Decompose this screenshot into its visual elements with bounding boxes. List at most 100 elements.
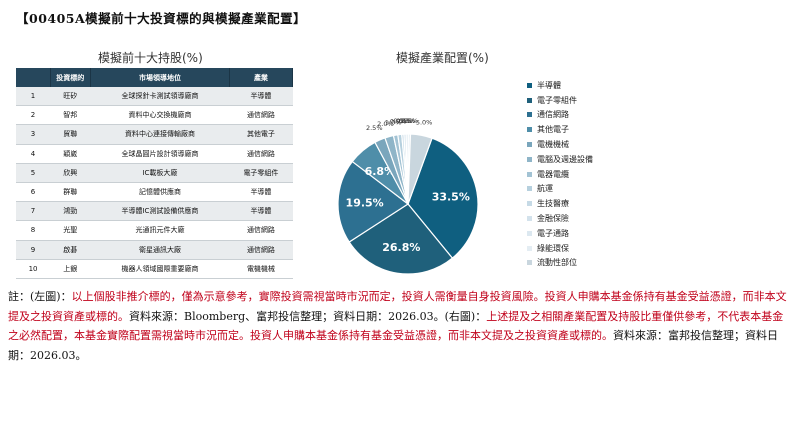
pie-slice-label-10: 0.5% — [399, 117, 416, 125]
table-header-row: 投資標的 市場領導地位 產業 — [16, 68, 294, 87]
legend-label: 流動性部位 — [537, 258, 577, 268]
pie-slice-label-0: 33.5% — [432, 191, 470, 204]
cell-market-position: 半導體IC測試設備供應商 — [90, 201, 230, 222]
pie-slice-label-3: 6.8% — [365, 165, 396, 178]
cell-rank: 4 — [16, 144, 51, 164]
notes-source-2: 資料來源：富邦投信整理；資料日期：2026.03。 — [8, 329, 778, 362]
holdings-table: 投資標的 市場領導地位 產業 1 旺矽 全球探針卡測試領導廠商 半導體 2 智邦 資料中心交… — [16, 68, 294, 279]
cell-holding: 上銀 — [50, 259, 91, 279]
legend-label: 電腦及週邊設備 — [537, 154, 593, 164]
cell-rank: 2 — [16, 105, 51, 126]
pie-slice-label-5: 2.0% — [377, 120, 394, 128]
legend-item: 流動性部位 — [527, 256, 593, 271]
cell-holding: 群聯 — [50, 182, 91, 203]
cell-industry: 電子零組件 — [229, 163, 293, 183]
cell-industry: 通信網路 — [229, 105, 293, 126]
legend-swatch — [527, 216, 532, 222]
legend-item: 電子零組件 — [527, 93, 593, 108]
table-row: 5 欣興 IC載板大廠 電子零組件 — [16, 163, 293, 183]
cell-holding: 智邦 — [50, 105, 91, 126]
cell-holding: 啟碁 — [50, 240, 91, 260]
pie-slice-label-8: 0.5% — [394, 117, 411, 125]
cell-industry: 半導體 — [229, 182, 293, 203]
legend-item: 半導體 — [527, 78, 593, 93]
header-industry: 產業 — [229, 68, 294, 87]
legend-label: 綠能環保 — [537, 243, 569, 253]
cell-market-position: 光通訊元件大廠 — [90, 220, 230, 241]
legend-item: 綠能環保 — [527, 241, 593, 256]
pie-slice-label-9: 0.5% — [396, 117, 413, 125]
legend-label: 電子通路 — [537, 228, 569, 238]
legend-item: 電機機械 — [527, 137, 593, 152]
legend-label: 航運 — [537, 184, 553, 194]
cell-industry: 通信網路 — [229, 144, 293, 164]
legend-swatch — [527, 112, 532, 118]
legend-swatch — [527, 171, 532, 177]
cell-rank: 3 — [16, 124, 51, 145]
cell-industry: 半導體 — [229, 201, 293, 222]
legend-swatch — [527, 201, 532, 207]
pie-slice-label-11: 0.5% — [401, 117, 418, 125]
legend-swatch — [527, 156, 532, 162]
legend-label: 半導體 — [537, 80, 561, 90]
legend-label: 生技醫療 — [537, 199, 569, 209]
header-holding: 投資標的 — [50, 68, 92, 87]
legend-label: 電器電纜 — [537, 169, 569, 179]
legend-label: 電機機械 — [537, 140, 569, 150]
cell-holding: 欣興 — [50, 163, 91, 183]
cell-market-position: 資料中心連接傳輸廠商 — [90, 124, 230, 145]
pie-slice-0 — [407, 137, 479, 259]
cell-industry: 半導體 — [229, 87, 293, 107]
table-row: 3 貿聯 資料中心連接傳輸廠商 其他電子 — [16, 124, 293, 145]
cell-rank: 7 — [16, 201, 51, 222]
cell-market-position: 資料中心交換機廠商 — [90, 105, 230, 126]
cell-market-position: 記憶體供應商 — [90, 182, 230, 203]
legend-swatch — [527, 142, 532, 148]
legend-label: 金融保險 — [537, 214, 569, 224]
pie-slice-label-12: 5.0% — [416, 119, 433, 127]
table-row: 8 光聖 光通訊元件大廠 通信網路 — [16, 220, 293, 241]
notes-disclaimer-2: 上述提及之相關產業配置及持股比重僅供參考，不代表本基金之必然配置，本基金實際配置… — [8, 309, 784, 343]
cell-industry: 通信網路 — [229, 220, 293, 241]
pie-slice-label-4: 2.5% — [366, 124, 383, 132]
cell-rank: 9 — [16, 240, 51, 260]
cell-holding: 鴻勁 — [50, 201, 91, 222]
page-title: 【00405A模擬前十大投資標的與模擬產業配置】 — [16, 11, 307, 26]
legend-label: 其他電子 — [537, 125, 569, 135]
legend-item: 電腦及週邊設備 — [527, 152, 593, 167]
pie-slice-12 — [407, 133, 433, 205]
table-row: 2 智邦 資料中心交換機廠商 通信網路 — [16, 105, 293, 126]
cell-market-position: IC載板大廠 — [90, 163, 230, 183]
header-market-position: 市場領導地位 — [90, 68, 230, 87]
table-row: 9 啟碁 衛星通訊大廠 通信網路 — [16, 240, 293, 260]
legend-swatch — [527, 230, 532, 236]
cell-industry: 電機機械 — [229, 259, 293, 279]
legend-swatch — [527, 245, 532, 251]
pie-slice-1 — [348, 203, 454, 275]
legend-swatch — [527, 82, 532, 88]
pie-slice-label-6: 1.0% — [385, 118, 402, 126]
cell-holding: 旺矽 — [50, 87, 91, 107]
table-row: 1 旺矽 全球探針卡測試領導廠商 半導體 — [16, 87, 293, 107]
legend-item: 其他電子 — [527, 122, 593, 137]
legend-label: 電子零組件 — [537, 95, 577, 105]
pie-chart-title: 模擬產業配置(%) — [396, 51, 489, 65]
pie-slice-label-7: 0.9% — [390, 118, 407, 126]
legend-swatch — [527, 127, 532, 133]
pie-legend: 半導體電子零組件通信網路其他電子電機機械電腦及週邊設備 電器電纜航運生技醫療金融保… — [527, 78, 593, 270]
notes-prefix: 註：(左圖)： — [8, 290, 72, 303]
pie-slice-label-1: 26.8% — [382, 241, 420, 254]
disclaimer-notes: 註：(左圖)：以上個股非推介標的，僅為示意參考，實際投資需視當時市況而定，投資人… — [8, 287, 788, 365]
cell-holding: 穎崴 — [50, 144, 91, 164]
table-row: 7 鴻勁 半導體IC測試設備供應商 半導體 — [16, 201, 293, 222]
cell-rank: 10 — [16, 259, 51, 279]
legend-item: 通信網路 — [527, 108, 593, 123]
holdings-table-title: 模擬前十大持股(%) — [98, 51, 203, 65]
cell-industry: 通信網路 — [229, 240, 293, 260]
industry-pie-chart: 33.5%26.8%19.5%6.8%2.5%2.0%1.0%0.9%0.5%0… — [337, 117, 479, 275]
legend-item: 電子通路 — [527, 226, 593, 241]
table-row: 6 群聯 記憶體供應商 半導體 — [16, 182, 293, 203]
cell-rank: 5 — [16, 163, 51, 183]
header-rank — [16, 68, 51, 87]
legend-item: 生技醫療 — [527, 196, 593, 211]
